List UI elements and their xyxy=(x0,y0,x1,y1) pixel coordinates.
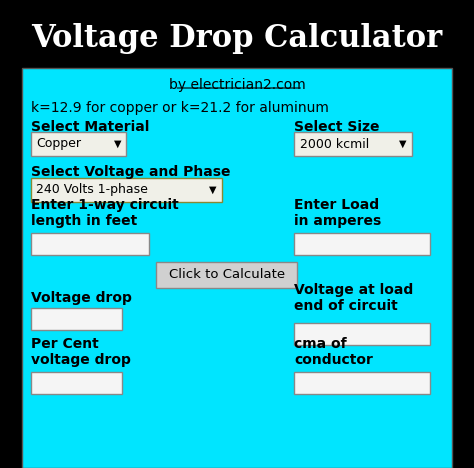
Text: by electrician2.com: by electrician2.com xyxy=(169,78,305,92)
Text: k=12.9 for copper or k=21.2 for aluminum: k=12.9 for copper or k=21.2 for aluminum xyxy=(31,101,329,115)
Text: Select Size: Select Size xyxy=(294,120,380,134)
FancyBboxPatch shape xyxy=(31,178,221,202)
Text: Select Voltage and Phase: Select Voltage and Phase xyxy=(31,165,230,179)
Text: 240 Volts 1-phase: 240 Volts 1-phase xyxy=(36,183,148,197)
Text: Voltage drop: Voltage drop xyxy=(31,291,132,305)
Text: ▼: ▼ xyxy=(399,139,407,149)
Text: cma of
conductor: cma of conductor xyxy=(294,337,373,367)
FancyBboxPatch shape xyxy=(22,68,452,468)
Text: Voltage at load
end of circuit: Voltage at load end of circuit xyxy=(294,283,413,313)
Text: Voltage Drop Calculator: Voltage Drop Calculator xyxy=(31,22,443,53)
FancyBboxPatch shape xyxy=(294,132,412,156)
Text: Enter Load
in amperes: Enter Load in amperes xyxy=(294,198,382,228)
FancyBboxPatch shape xyxy=(294,372,430,394)
Text: 2000 kcmil: 2000 kcmil xyxy=(300,138,369,151)
Text: Enter 1-way circuit
length in feet: Enter 1-way circuit length in feet xyxy=(31,198,179,228)
Text: Per Cent
voltage drop: Per Cent voltage drop xyxy=(31,337,131,367)
FancyBboxPatch shape xyxy=(31,132,126,156)
Text: ▼: ▼ xyxy=(209,185,216,195)
FancyBboxPatch shape xyxy=(294,233,430,255)
Text: Select Material: Select Material xyxy=(31,120,149,134)
Text: ▼: ▼ xyxy=(113,139,121,149)
FancyBboxPatch shape xyxy=(31,233,149,255)
Text: Click to Calculate: Click to Calculate xyxy=(168,269,284,281)
FancyBboxPatch shape xyxy=(294,323,430,345)
FancyBboxPatch shape xyxy=(22,0,452,68)
Text: Copper: Copper xyxy=(36,138,82,151)
FancyBboxPatch shape xyxy=(31,308,122,330)
FancyBboxPatch shape xyxy=(156,262,297,288)
FancyBboxPatch shape xyxy=(31,372,122,394)
